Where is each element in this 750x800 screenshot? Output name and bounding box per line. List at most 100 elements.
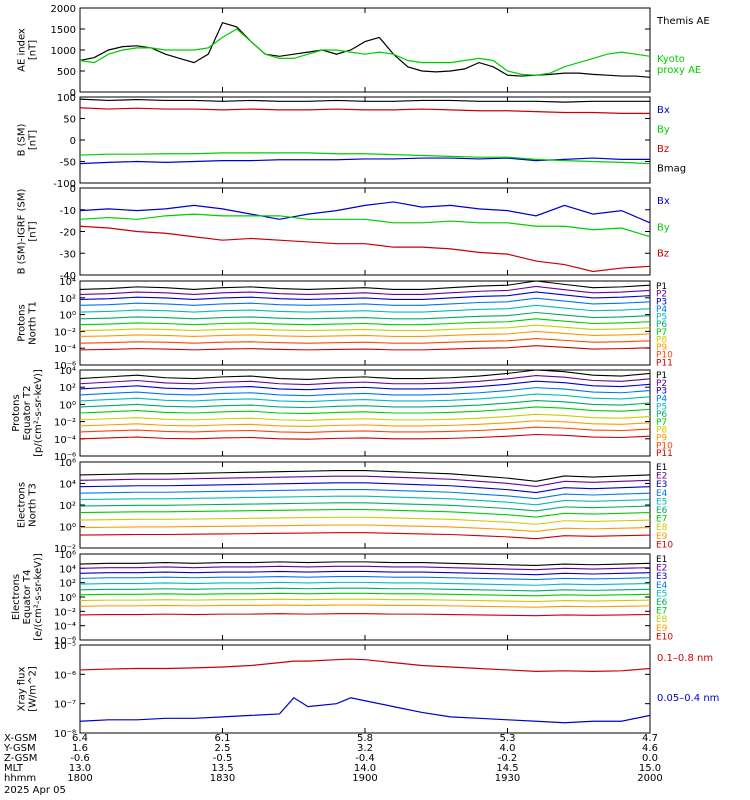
channel-label: P3	[656, 297, 667, 307]
ytick-label: -100	[53, 179, 76, 190]
ytick-label: 10⁴	[59, 277, 76, 288]
legend-label: Themis AE	[656, 16, 710, 27]
ytick-label: -30	[60, 249, 76, 260]
ylabel-ae: AE index	[17, 28, 28, 72]
channel-line-protons_t2-9	[79, 426, 651, 433]
legend-label: Bz	[657, 249, 669, 260]
ytick-label: -40	[60, 271, 76, 282]
ylabel-electrons_t3: North T3	[28, 483, 39, 527]
ytick-label: 10⁻⁴	[54, 435, 76, 446]
xaxis-row-value: 3.2	[357, 743, 373, 754]
legend-label: proxy AE	[657, 65, 701, 76]
channel-line-protons_t1-8	[79, 330, 651, 337]
series-line-bsm_igrf-0	[79, 201, 651, 224]
ytick-label: 10⁻²	[54, 327, 76, 338]
ytick-label: 10²	[59, 501, 76, 512]
ytick-label: 10⁴	[59, 366, 76, 377]
ytick-label: -20	[60, 228, 76, 239]
ylabel-protons_t2: Equator T2	[22, 386, 33, 441]
channel-label: P9	[656, 434, 667, 444]
channel-line-electrons_t4-5	[79, 587, 651, 592]
ytick-label: 2000	[51, 4, 76, 15]
ytick-label: 50	[63, 115, 76, 126]
ytick-label: 10²	[59, 383, 76, 394]
channel-line-electrons_t4-7	[79, 598, 651, 603]
channel-label: P4	[656, 305, 667, 315]
channel-line-protons_t2-8	[79, 420, 651, 427]
series-line-xray-0	[79, 658, 651, 673]
xaxis-row-value: -0.6	[70, 753, 90, 764]
channel-label: E5	[656, 589, 667, 599]
xaxis-row-value: 5.3	[500, 733, 516, 744]
channel-label: P2	[656, 290, 667, 300]
ylabel-electrons_t3: Electrons	[17, 482, 28, 528]
channel-line-protons_t2-6	[79, 406, 651, 415]
ylabel-bsm_igrf: [nT]	[28, 221, 39, 241]
channel-label: P5	[656, 402, 667, 412]
ylabel-electrons_t4: [e/(cm²-s-sr-keV)]	[33, 553, 44, 641]
date-label: 2025 Apr 05	[4, 785, 66, 796]
channel-label: E8	[656, 523, 668, 533]
ytick-label: 10⁰	[59, 593, 76, 604]
channel-line-electrons_t3-2	[79, 482, 651, 494]
channel-line-protons_t1-2	[79, 291, 651, 301]
channel-label: E4	[656, 489, 668, 499]
panel-frame-bsm_igrf	[79, 187, 651, 276]
channel-label: P2	[656, 379, 667, 389]
ytick-label: 10⁻⁸	[54, 729, 76, 740]
ytick-label: 10²	[59, 294, 76, 305]
channel-line-electrons_t3-4	[79, 495, 651, 506]
ytick-label: 500	[57, 67, 76, 78]
ytick-label: 1500	[51, 25, 76, 36]
channel-label: P10	[656, 441, 673, 451]
channel-line-protons_t1-10	[79, 345, 651, 351]
ytick-label: 10⁻⁶	[54, 670, 76, 681]
ylabel-xray: Xray flux	[17, 667, 28, 712]
series-line-bsm_igrf-2	[79, 225, 651, 273]
xaxis-row-value: 5.8	[357, 733, 373, 744]
legend-label: Bx	[657, 196, 670, 207]
channel-label: E2	[656, 564, 667, 574]
channel-line-electrons_t4-8	[79, 604, 651, 608]
channel-line-electrons_t4-1	[79, 565, 651, 571]
xaxis-row-value: 14.0	[354, 763, 376, 774]
channel-line-electrons_t3-5	[79, 502, 651, 512]
channel-label: E7	[656, 515, 667, 525]
ylabel-ae: [nT]	[28, 40, 39, 60]
ytick-label: 0	[70, 88, 76, 99]
ytick-label: 10⁻⁶	[54, 636, 76, 647]
xaxis-row-label: X-GSM	[4, 733, 37, 744]
xaxis-row-value: 13.0	[69, 763, 91, 774]
channel-line-protons_t1-1	[79, 285, 651, 295]
channel-label: E6	[656, 598, 668, 608]
xaxis-row-label: Y-GSM	[3, 743, 36, 754]
ylabel-bsm: [nT]	[28, 130, 39, 150]
ytick-label: 10⁻⁴	[54, 622, 76, 633]
legend-label: By	[657, 125, 670, 136]
channel-line-protons_t1-0	[79, 280, 651, 290]
channel-line-electrons_t3-3	[79, 488, 651, 500]
channel-label: E4	[656, 581, 668, 591]
xaxis-row-value: 2000	[637, 773, 662, 784]
xaxis-row-value: 1830	[210, 773, 235, 784]
ytick-label: 10⁻²	[54, 544, 76, 555]
channel-label: E2	[656, 472, 667, 482]
channel-label: P1	[656, 282, 667, 292]
channel-line-protons_t2-2	[79, 380, 651, 391]
channel-label: P11	[656, 449, 673, 459]
series-line-bsm-2	[79, 107, 650, 114]
channel-label: P6	[656, 410, 667, 420]
channel-line-protons_t2-1	[79, 375, 651, 386]
legend-label: Kyoto	[657, 54, 685, 65]
ytick-label: 10⁻²	[54, 418, 76, 429]
xaxis-row-label: hhmm	[4, 773, 36, 784]
channel-line-electrons_t3-1	[79, 475, 651, 487]
series-line-xray-1	[79, 697, 651, 724]
ylabel-bsm: B (SM)	[17, 123, 28, 156]
xaxis-row-value: 4.6	[642, 743, 658, 754]
xaxis-row-value: -0.4	[355, 753, 375, 764]
channel-line-protons_t2-4	[79, 393, 651, 403]
channel-label: E10	[656, 632, 673, 642]
xaxis-row-value: 13.5	[211, 763, 233, 774]
channel-label: P1	[656, 371, 667, 381]
